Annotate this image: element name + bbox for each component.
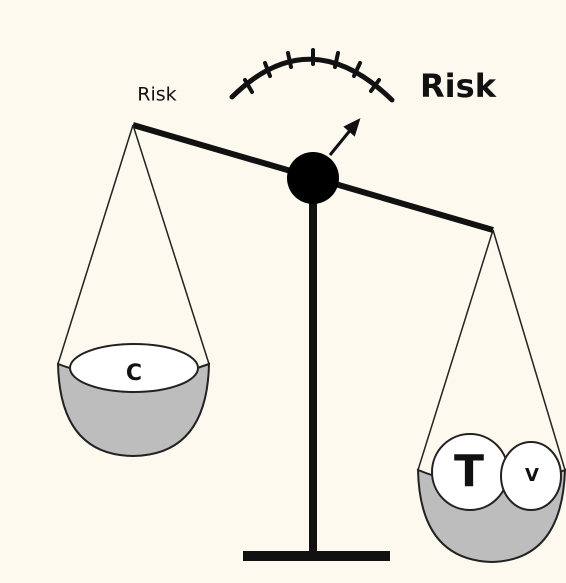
left-pan-label: C [126, 361, 142, 386]
balance-diagram: Risk Risk C T V [0, 0, 566, 583]
right-pan-large-label: T [454, 446, 484, 497]
small-risk-label: Risk [137, 84, 176, 106]
pivot [287, 152, 339, 204]
large-risk-label: Risk [420, 67, 497, 105]
right-pan-small-label: V [525, 465, 539, 486]
